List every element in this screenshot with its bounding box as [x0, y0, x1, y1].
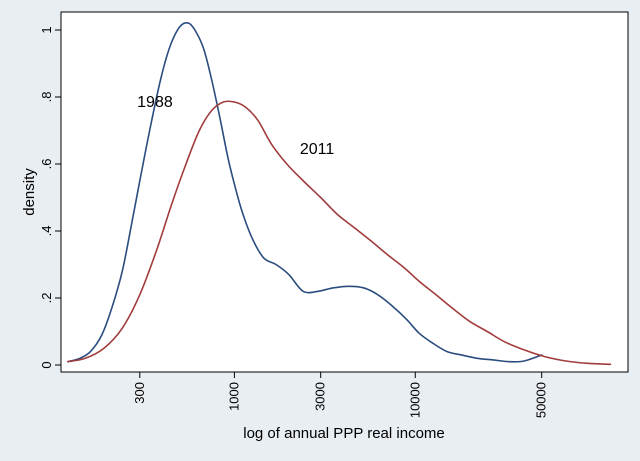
series-label-1988: 1988 — [137, 94, 173, 111]
series-line-1988 — [67, 22, 543, 363]
series-curves — [67, 22, 612, 366]
y-tick-label: .8 — [39, 92, 54, 103]
y-tick-label: .4 — [39, 226, 54, 237]
plot-area — [60, 11, 629, 373]
series-annotations: 1988 2011 — [137, 94, 334, 158]
series-line-2011 — [67, 100, 612, 366]
x-axis-title: log of annual PPP real income — [243, 425, 445, 442]
y-axis-title: density — [21, 168, 38, 216]
series-label-2011: 2011 — [300, 141, 335, 158]
y-tick-label: 0 — [39, 361, 54, 368]
x-tick-label: 10000 — [407, 382, 422, 418]
y-tick-label: .6 — [39, 159, 54, 170]
x-tick-label: 300 — [132, 382, 147, 404]
x-tick-label: 1000 — [226, 382, 241, 411]
y-tick-label: 1 — [39, 26, 54, 33]
y-axis-ticks: 0 .2 .4 .6 .8 1 — [39, 26, 61, 369]
x-axis-ticks: 300 1000 3000 10000 50000 — [132, 372, 549, 418]
y-tick-label: .2 — [39, 293, 54, 304]
x-tick-label: 50000 — [534, 382, 549, 418]
x-tick-label: 3000 — [313, 382, 328, 411]
